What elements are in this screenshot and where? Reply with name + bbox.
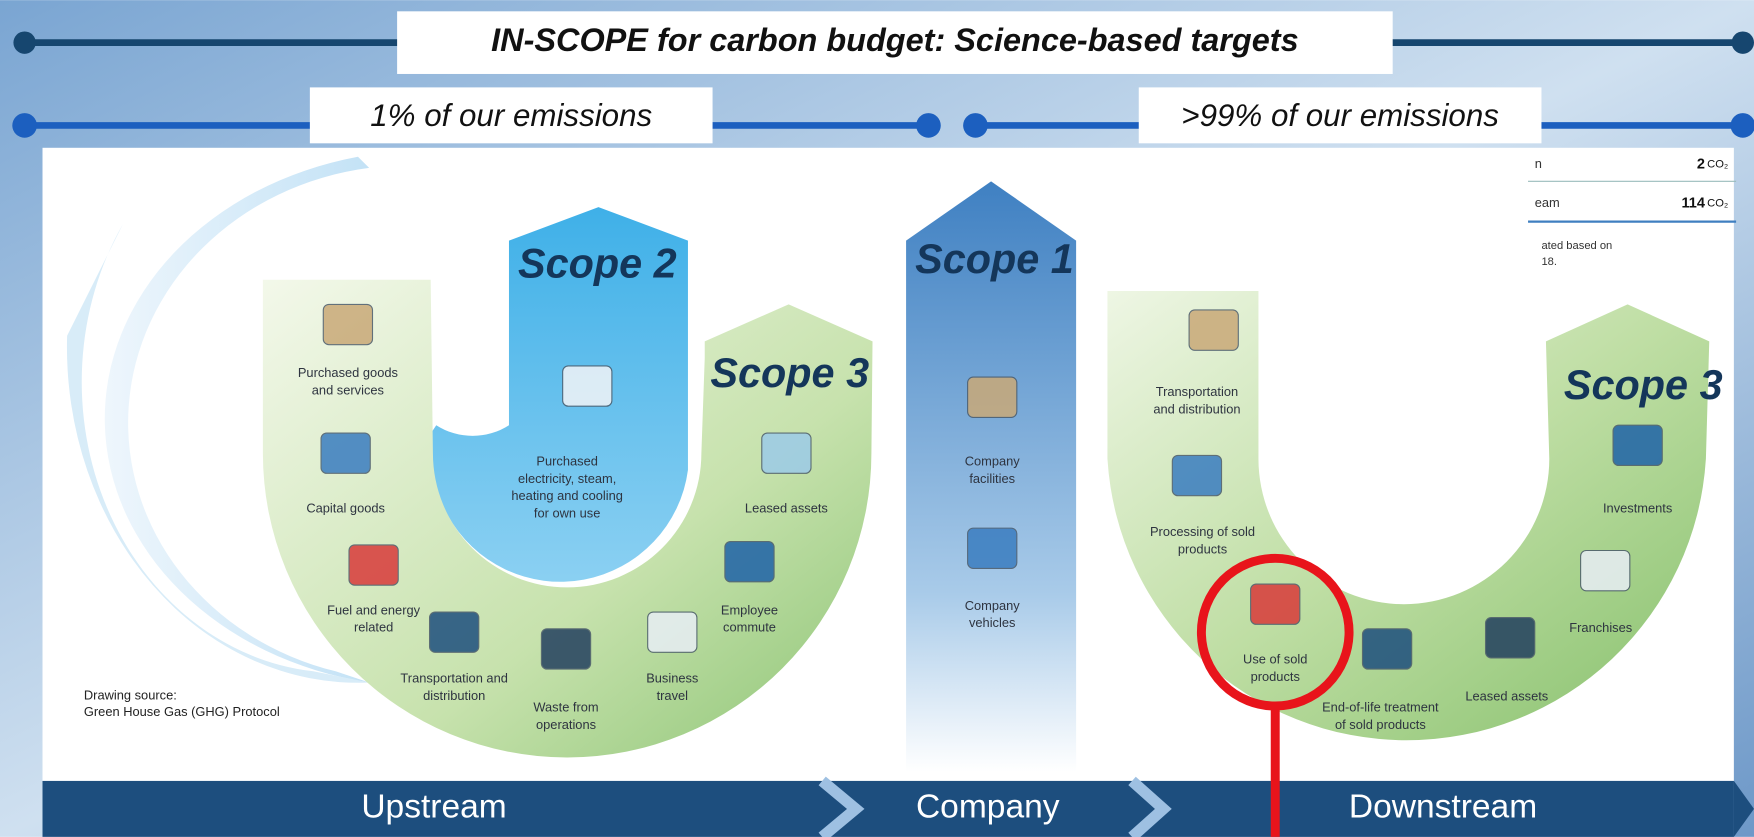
- item-icon: [541, 629, 590, 669]
- item-label: Transportation: [1156, 384, 1238, 399]
- item-label: electricity, steam,: [518, 471, 616, 486]
- item-label: Franchises: [1569, 620, 1632, 635]
- item-label: for own use: [534, 506, 600, 521]
- item-label: vehicles: [969, 615, 1015, 630]
- item-icon: [762, 433, 811, 473]
- diagram: IN-SCOPE for carbon budget: Science-base…: [0, 0, 1754, 837]
- item-label: heating and cooling: [511, 488, 623, 503]
- item-label: Business: [646, 671, 698, 686]
- item-icon: [968, 528, 1017, 568]
- source-note: Green House Gas (GHG) Protocol: [84, 704, 280, 719]
- unit: CO₂: [1707, 159, 1728, 171]
- item-icon: [563, 366, 612, 406]
- item-label: related: [354, 620, 393, 635]
- item-label: Fuel and energy: [327, 602, 421, 617]
- item-label: Company: [965, 598, 1021, 613]
- item-label: Employee: [721, 602, 778, 617]
- item-icon: [430, 612, 479, 652]
- table-label: eam: [1535, 195, 1560, 210]
- item-label: Purchased goods: [298, 365, 398, 380]
- right-label: >99% of our emissions: [1181, 98, 1499, 133]
- item-label: Leased assets: [1465, 688, 1548, 703]
- item-label: End-of-life treatment: [1322, 700, 1439, 715]
- item-icon: [1362, 629, 1411, 669]
- line-dot: [1731, 113, 1754, 138]
- item-icon: [1613, 425, 1662, 465]
- item-icon: [323, 304, 372, 344]
- item-label: distribution: [423, 688, 485, 703]
- item-icon: [725, 542, 774, 582]
- item-label: of sold products: [1335, 717, 1426, 732]
- item-label: Processing of sold: [1150, 524, 1255, 539]
- stage-label: Company: [916, 789, 1060, 826]
- item-label: products: [1178, 541, 1227, 556]
- table-note: 18.: [1541, 256, 1557, 268]
- left-label: 1% of our emissions: [370, 98, 652, 133]
- title: IN-SCOPE for carbon budget: Science-base…: [491, 22, 1299, 58]
- item-icon: [1581, 550, 1630, 590]
- item-icon: [1486, 618, 1535, 658]
- item-icon: [648, 612, 697, 652]
- table-label: n: [1535, 156, 1542, 171]
- scope-title: Scope 1: [915, 236, 1074, 282]
- scope-title: Scope 3: [710, 350, 869, 396]
- item-icon: [1172, 455, 1221, 495]
- item-label: and services: [312, 382, 384, 397]
- item-label: Use of sold: [1243, 652, 1307, 667]
- line-dot: [963, 113, 988, 138]
- line-dot: [1732, 31, 1754, 53]
- unit: CO₂: [1707, 198, 1728, 210]
- line-dot: [13, 31, 35, 53]
- item-icon: [968, 377, 1017, 417]
- item-label: Leased assets: [745, 500, 828, 515]
- item-label: Transportation and: [400, 671, 507, 686]
- item-icon: [321, 433, 370, 473]
- item-label: operations: [536, 717, 596, 732]
- item-label: Capital goods: [306, 500, 385, 515]
- item-icon: [1251, 584, 1300, 624]
- item-icon: [1189, 310, 1238, 350]
- stage-label: Upstream: [361, 789, 506, 826]
- item-label: Purchased: [536, 454, 597, 469]
- scope-title: Scope 3: [1564, 362, 1723, 408]
- line-dot: [12, 113, 37, 138]
- item-label: and distribution: [1153, 402, 1240, 417]
- source-note: Drawing source:: [84, 687, 177, 702]
- item-label: travel: [657, 688, 688, 703]
- item-icon: [349, 545, 398, 585]
- item-label: Investments: [1603, 500, 1672, 515]
- item-label: Waste from: [533, 700, 598, 715]
- page: IN-SCOPE for carbon budget: Science-base…: [0, 0, 1754, 837]
- stage-label: Downstream: [1349, 789, 1537, 826]
- value: 2: [1697, 156, 1705, 172]
- table-note: ated based on: [1541, 240, 1612, 252]
- item-label: facilities: [969, 471, 1015, 486]
- item-label: commute: [723, 620, 776, 635]
- scope-title: Scope 2: [518, 240, 677, 286]
- item-label: Company: [965, 454, 1021, 469]
- line-dot: [916, 113, 941, 138]
- item-label: products: [1251, 669, 1300, 684]
- value: 114: [1681, 196, 1704, 212]
